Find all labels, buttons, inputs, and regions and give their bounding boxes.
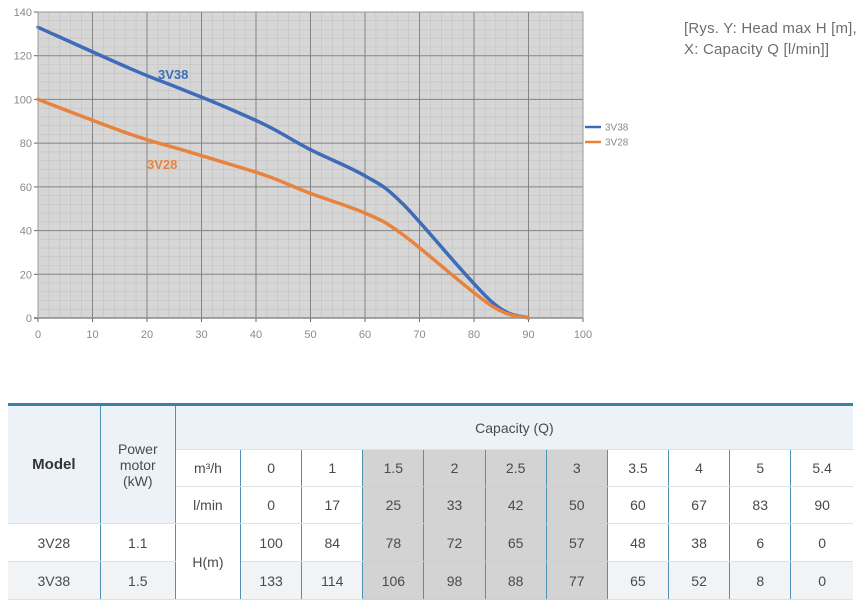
svg-text:3V38: 3V38 xyxy=(605,123,629,134)
table-cell: 0 xyxy=(790,561,853,600)
table-row-3v28: 3V28 1.1 H(m) 100 84 78 72 65 57 48 38 6… xyxy=(8,523,853,600)
svg-text:10: 10 xyxy=(86,329,98,341)
svg-text:0: 0 xyxy=(26,313,32,325)
table-cell: 1.5 xyxy=(362,449,425,487)
table-cell: 133 xyxy=(240,561,303,600)
plot-border xyxy=(37,11,584,319)
table-cell: 0 xyxy=(240,486,303,524)
capacity-m3h-row: m³/h 0 1 1.5 2 2.5 3 3.5 4 5 5.4 xyxy=(8,449,853,487)
pump-curve-chart: 0 10 20 30 40 50 60 70 80 90 100 0 20 40 60 80 100 120 140… xyxy=(14,7,629,341)
svg-text:120: 120 xyxy=(14,51,32,63)
curve-3V38 xyxy=(36,25,531,320)
svg-text:80: 80 xyxy=(468,329,480,341)
table-cell: 114 xyxy=(301,561,364,600)
table-cell: 6 xyxy=(729,523,792,562)
table-cell: 88 xyxy=(484,561,547,600)
table-cell: 60 xyxy=(606,486,670,524)
unit-label-m3h: m³/h xyxy=(175,449,242,487)
pump-performance-chart-area: 0 10 20 30 40 50 60 70 80 90 100 0 20 40 60 80 100 120 140… xyxy=(14,7,860,341)
capacity-group-header: Capacity (Q) xyxy=(174,404,853,450)
table-cell: 5 xyxy=(729,449,792,487)
axis-tick-labels: 0 10 20 30 40 50 60 70 80 90 100 0 20 40 60 80 100 120 140 xyxy=(14,7,593,341)
svg-text:80: 80 xyxy=(20,138,32,150)
unit-label-head: H(m) xyxy=(174,523,242,600)
table-cell: 106 xyxy=(362,561,425,600)
power-cell: 1.1 xyxy=(99,523,176,562)
svg-text:0: 0 xyxy=(35,329,41,341)
table-cell: 67 xyxy=(667,486,731,524)
table-cell: 78 xyxy=(362,523,425,562)
svg-text:20: 20 xyxy=(20,269,32,281)
table-cell: 0 xyxy=(240,449,303,487)
table-cell: 90 xyxy=(790,486,853,524)
table-cell: 98 xyxy=(423,561,486,600)
curve-3V28 xyxy=(36,97,531,320)
table-cell: 48 xyxy=(606,523,670,562)
table-cell: 8 xyxy=(729,561,792,600)
svg-text:60: 60 xyxy=(359,329,371,341)
svg-text:90: 90 xyxy=(522,329,534,341)
table-cell: 2 xyxy=(423,449,486,487)
svg-text:3V28: 3V28 xyxy=(605,138,629,149)
table-cell: 83 xyxy=(729,486,792,524)
table-cell: 52 xyxy=(667,561,731,600)
curve-label-3V38: 3V38 xyxy=(158,67,188,82)
annotation-line-1: [Rys. Y: Head max H [m], xyxy=(684,20,857,37)
table-cell: 65 xyxy=(484,523,547,562)
table-cell: 84 xyxy=(301,523,364,562)
table-cell: 38 xyxy=(667,523,731,562)
table-cell: 50 xyxy=(545,486,608,524)
annotation-line-2: X: Capacity Q [l/min]] xyxy=(684,41,830,58)
table-cell: 17 xyxy=(301,486,364,524)
svg-text:50: 50 xyxy=(304,329,316,341)
table-cell: 57 xyxy=(545,523,608,562)
grid-major xyxy=(37,11,584,319)
svg-text:100: 100 xyxy=(574,329,592,341)
curve-label-3V28: 3V28 xyxy=(147,157,177,172)
svg-text:140: 140 xyxy=(14,7,32,19)
svg-text:40: 40 xyxy=(250,329,262,341)
axis-annotation: [Rys. Y: Head max H [m], X: Capacity Q [… xyxy=(684,18,860,60)
table-cell: 77 xyxy=(545,561,608,600)
table-cell: 65 xyxy=(606,561,670,600)
table-cell: 2.5 xyxy=(484,449,547,487)
table-cell: 72 xyxy=(423,523,486,562)
table-cell: 25 xyxy=(362,486,425,524)
table-cell: 42 xyxy=(484,486,547,524)
table-cell: 3.5 xyxy=(606,449,670,487)
chart-legend: 3V38 3V28 xyxy=(585,123,629,149)
pump-spec-table: Model Power motor (kW) Capacity (Q) m³/h… xyxy=(8,403,853,600)
svg-text:100: 100 xyxy=(14,94,32,106)
table-cell: 3 xyxy=(545,449,608,487)
table-cell: 5.4 xyxy=(790,449,853,487)
table-cell: 1 xyxy=(301,449,364,487)
table-cell: 100 xyxy=(240,523,303,562)
table-cell: 0 xyxy=(790,523,853,562)
svg-text:70: 70 xyxy=(413,329,425,341)
model-cell: 3V38 xyxy=(8,561,101,600)
power-cell: 1.5 xyxy=(99,561,176,600)
unit-label-lmin: l/min xyxy=(175,486,242,524)
svg-text:60: 60 xyxy=(20,182,32,194)
capacity-lmin-row: l/min 0 17 25 33 42 50 60 67 83 90 xyxy=(8,486,853,524)
table-cell: 33 xyxy=(423,486,486,524)
svg-text:20: 20 xyxy=(141,329,153,341)
table-cell: 4 xyxy=(667,449,731,487)
model-cell: 3V28 xyxy=(8,523,101,562)
model-column-header: Model xyxy=(8,404,101,524)
svg-text:40: 40 xyxy=(20,226,32,238)
table-row-3v38: 3V38 1.5 133 114 106 98 88 77 65 52 8 0 xyxy=(8,561,853,600)
svg-text:30: 30 xyxy=(195,329,207,341)
power-column-header: Power motor (kW) xyxy=(99,404,176,524)
